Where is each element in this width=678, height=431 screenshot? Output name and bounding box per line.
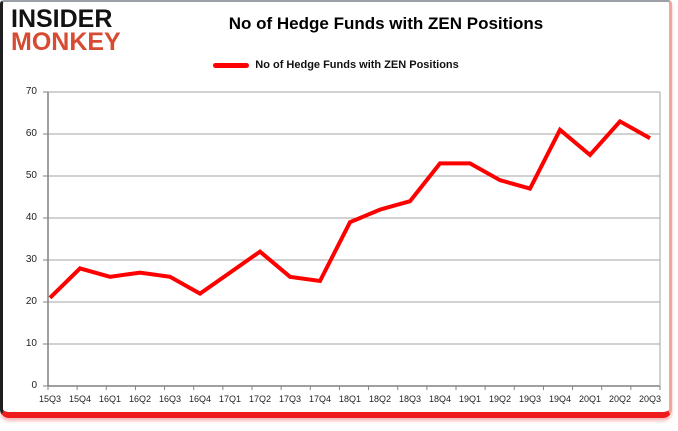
y-axis-label: 30 xyxy=(25,254,37,265)
x-axis-label: 19Q1 xyxy=(458,394,482,404)
y-axis-label: 60 xyxy=(25,128,37,139)
series-line xyxy=(48,118,651,300)
x-axis-label: 18Q1 xyxy=(338,394,362,404)
legend: No of Hedge Funds with ZEN Positions xyxy=(3,59,669,71)
x-axis-label: 16Q1 xyxy=(98,394,122,404)
x-axis-label: 20Q2 xyxy=(608,394,632,404)
x-axis-label: 19Q2 xyxy=(488,394,512,404)
legend-line-swatch xyxy=(213,62,250,68)
x-axis-label: 18Q3 xyxy=(398,394,422,404)
x-axis-label: 15Q3 xyxy=(38,394,62,404)
x-axis-label: 20Q3 xyxy=(638,394,662,404)
logo-monkey-text: MONKEY xyxy=(11,28,121,56)
x-axis-label: 16Q3 xyxy=(158,394,182,404)
x-axis-label: 15Q4 xyxy=(68,394,92,404)
chart-title: No of Hedge Funds with ZEN Positions xyxy=(228,14,544,33)
y-axis-label: 50 xyxy=(25,170,37,181)
x-axis-label: 18Q4 xyxy=(428,394,452,404)
y-axis-label: 40 xyxy=(25,212,37,223)
logo-insider-text: INSIDER xyxy=(11,5,113,33)
y-axis-label: 70 xyxy=(25,86,37,97)
plot-area xyxy=(43,91,661,390)
x-axis-label: 17Q1 xyxy=(218,394,242,404)
x-axis-label: 17Q4 xyxy=(308,394,332,404)
x-axis-label: 19Q4 xyxy=(548,394,572,404)
x-axis-label: 18Q2 xyxy=(368,394,392,404)
chart-card-frame: INSIDER MONKEY No of Hedge Funds with ZE… xyxy=(0,0,672,418)
insider-monkey-logo: INSIDER MONKEY xyxy=(11,6,121,55)
legend-label: No of Hedge Funds with ZEN Positions xyxy=(255,59,459,71)
x-axis-label: 20Q1 xyxy=(578,394,602,404)
x-axis-label: 16Q4 xyxy=(188,394,212,404)
x-axis-label: 17Q3 xyxy=(278,394,302,404)
y-axis-label: 10 xyxy=(25,338,37,349)
y-axis-label: 20 xyxy=(25,296,37,307)
y-axis-label: 0 xyxy=(31,380,37,391)
x-axis-label: 16Q2 xyxy=(128,394,152,404)
x-axis-label: 17Q2 xyxy=(248,394,272,404)
x-axis-label: 19Q3 xyxy=(518,394,542,404)
